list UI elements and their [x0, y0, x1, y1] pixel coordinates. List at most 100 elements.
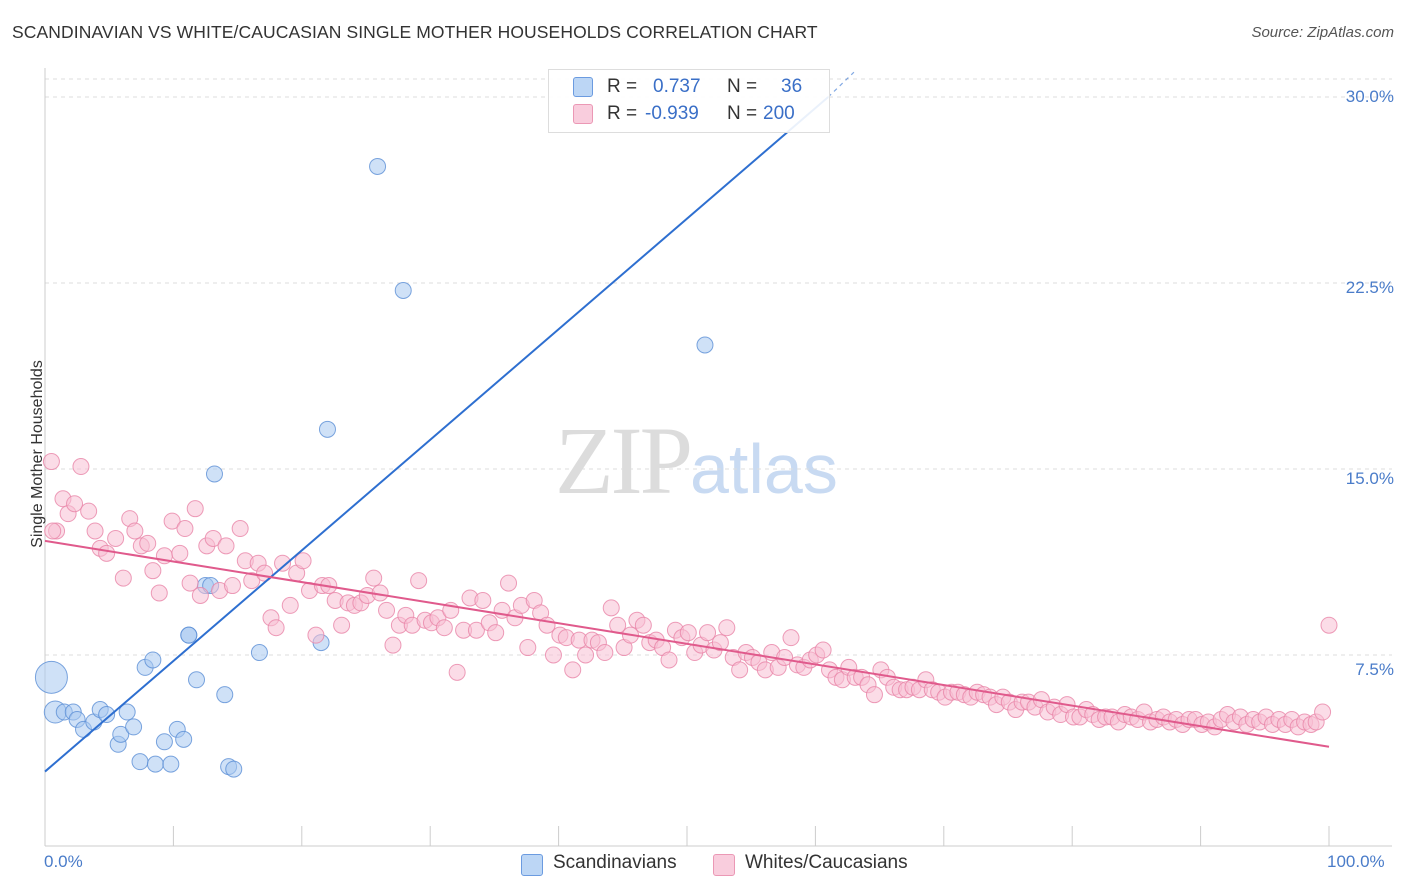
legend-r-label: R =: [607, 76, 638, 97]
scandinavian-point: [146, 755, 164, 773]
white-point: [410, 572, 428, 590]
scandinavian-point: [318, 420, 336, 438]
source-label: Source: ZipAtlas.com: [1251, 24, 1394, 41]
white-point: [865, 686, 883, 704]
scandinavian-point: [180, 626, 198, 644]
scandinavian-point: [175, 730, 193, 748]
legend: R = 0.737 N = 36 R = -0.939 N = 200: [548, 69, 830, 133]
white-point: [42, 453, 60, 471]
scandinavian-point: [369, 157, 387, 175]
white-point: [217, 537, 235, 555]
scandinavian-point: [696, 336, 714, 354]
white-point: [596, 644, 614, 662]
scandinavian-point: [205, 465, 223, 483]
scandinavian-point: [188, 671, 206, 689]
white-trend-line: [44, 539, 1330, 748]
white-point: [384, 636, 402, 654]
white-point: [660, 651, 678, 669]
legend-n-value: 200: [763, 103, 795, 124]
white-point: [577, 646, 595, 664]
white-point: [333, 616, 351, 634]
white-point: [564, 661, 582, 679]
white-point: [204, 529, 222, 547]
white-point: [467, 621, 485, 639]
white-point: [139, 534, 157, 552]
chart-title: SCANDINAVIAN VS WHITE/CAUCASIAN SINGLE M…: [12, 22, 818, 42]
y-tick-label: 22.5%: [1345, 278, 1394, 297]
white-point: [171, 544, 189, 562]
white-point: [98, 544, 116, 562]
white-point: [243, 572, 261, 590]
x-tick-label: 0.0%: [44, 852, 83, 871]
white-point: [307, 626, 325, 644]
white-point: [294, 552, 312, 570]
white-point: [267, 619, 285, 637]
scandinavian-point: [98, 706, 116, 724]
white-point: [66, 495, 84, 513]
legend-n-label: N =: [727, 76, 758, 97]
watermark-zip: ZIP: [555, 407, 693, 514]
legend-swatch-pink: [573, 104, 593, 124]
white-point: [144, 562, 162, 580]
scandinavian-point: [118, 703, 136, 721]
white-point: [487, 624, 505, 642]
bottom-legend-swatch-pink: [713, 854, 735, 876]
y-tick-label: 15.0%: [1345, 469, 1394, 488]
white-point: [602, 599, 620, 617]
white-point: [223, 577, 241, 595]
legend-n-label: N =: [727, 103, 758, 124]
scandinavian-point: [250, 644, 268, 662]
scandinavian-point: [112, 725, 130, 743]
y-tick-label: 30.0%: [1345, 87, 1394, 106]
white-point: [72, 458, 90, 476]
white-point: [435, 619, 453, 637]
white-point: [1320, 616, 1338, 634]
scandinavian-point: [162, 755, 180, 773]
white-point: [186, 500, 204, 518]
white-point: [699, 624, 717, 642]
white-point: [814, 641, 832, 659]
bottom-legend-swatch-blue: [521, 854, 543, 876]
white-point: [731, 661, 749, 679]
white-point: [679, 624, 697, 642]
legend-r-value: -0.939: [645, 103, 699, 124]
white-point: [500, 574, 518, 592]
legend-n-value: 36: [781, 76, 803, 97]
scandinavian-point: [34, 660, 68, 694]
white-point: [176, 520, 194, 538]
white-point: [80, 502, 98, 520]
white-point: [378, 601, 396, 619]
white-point: [44, 522, 62, 540]
scandinavian-trend-line: [44, 96, 829, 773]
white-point: [191, 586, 209, 604]
white-point: [86, 522, 104, 540]
white-point: [544, 646, 562, 664]
white-point: [711, 634, 729, 652]
white-point: [126, 522, 144, 540]
scandinavian-point: [125, 718, 143, 736]
white-point: [1314, 703, 1332, 721]
white-point: [718, 619, 736, 637]
white-point: [474, 591, 492, 609]
white-point: [281, 596, 299, 614]
bottom-legend-label: Whites/Caucasians: [745, 852, 908, 873]
white-point: [365, 569, 383, 587]
bottom-legend-label: Scandinavians: [553, 852, 677, 873]
white-point: [181, 574, 199, 592]
white-point: [150, 584, 168, 602]
white-point: [107, 529, 125, 547]
white-point: [163, 512, 181, 530]
white-point: [782, 629, 800, 647]
white-point: [634, 616, 652, 634]
scandinavian-point: [394, 281, 412, 299]
scandinavian-point: [131, 753, 149, 771]
scandinavian-point: [155, 733, 173, 751]
white-point: [274, 554, 292, 572]
y-tick-label: 7.5%: [1355, 660, 1394, 679]
white-point: [519, 639, 537, 657]
x-tick-label: 100.0%: [1327, 852, 1385, 871]
scandinavian-trend-extension: [827, 71, 855, 98]
legend-swatch-blue: [573, 77, 593, 97]
scandinavian-point: [144, 651, 162, 669]
